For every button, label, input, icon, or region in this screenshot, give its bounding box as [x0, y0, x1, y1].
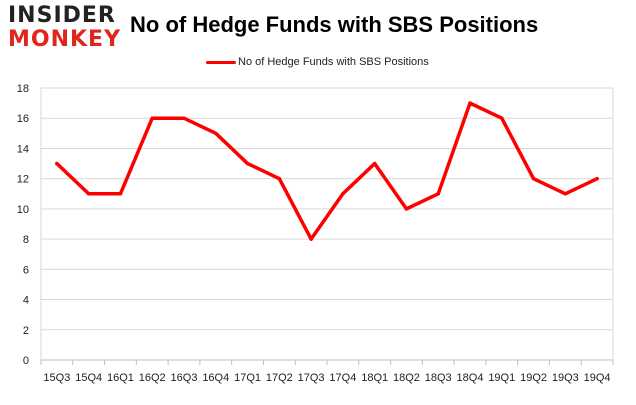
- x-tick-label: 18Q1: [361, 372, 388, 384]
- data-point: [277, 176, 282, 181]
- x-tick-label: 17Q2: [266, 372, 293, 384]
- x-tick-label: 18Q2: [393, 372, 420, 384]
- data-point: [118, 192, 123, 196]
- x-tick-label: 16Q3: [171, 372, 198, 384]
- x-tick-label: 15Q4: [75, 372, 102, 384]
- y-tick-label: 10: [17, 204, 29, 216]
- data-point: [468, 101, 472, 105]
- x-tick-label: 19Q4: [584, 372, 611, 384]
- data-point: [500, 116, 504, 120]
- legend-label: No of Hedge Funds with SBS Positions: [238, 56, 429, 68]
- chart-title: No of Hedge Funds with SBS Positions: [130, 12, 539, 37]
- data-point: [309, 237, 313, 241]
- legend-swatch: [206, 60, 236, 64]
- logo-line-2: MONKEY: [8, 27, 122, 52]
- series-line: [55, 101, 599, 241]
- data-point: [182, 116, 186, 120]
- x-tick-label: 19Q3: [552, 372, 579, 384]
- data-point: [150, 116, 154, 120]
- y-tick-label: 16: [17, 113, 29, 125]
- x-tick-label: 19Q1: [488, 372, 515, 384]
- y-tick-label: 8: [23, 234, 29, 246]
- y-tick-label: 6: [23, 264, 29, 276]
- data-point: [214, 131, 218, 136]
- data-point: [531, 176, 536, 181]
- data-point: [595, 176, 599, 181]
- chart-legend: No of Hedge Funds with SBS Positions: [206, 54, 429, 70]
- data-point: [563, 192, 568, 196]
- data-point: [436, 192, 440, 196]
- x-tick-label: 15Q3: [43, 372, 70, 384]
- x-tick-label: 17Q3: [298, 372, 325, 384]
- data-point: [372, 161, 377, 166]
- logo-line-1: INSIDER: [8, 3, 116, 28]
- y-tick-label: 18: [17, 83, 29, 95]
- data-point: [404, 207, 409, 211]
- plot-frame: [40, 87, 614, 361]
- y-tick-label: 2: [23, 325, 29, 337]
- x-tick-label: 17Q1: [234, 372, 261, 384]
- y-tick-label: 12: [17, 174, 29, 186]
- y-tick-label: 0: [23, 355, 29, 367]
- x-tick-label: 16Q1: [107, 372, 134, 384]
- insider-monkey-logo: INSIDER MONKEY: [8, 4, 128, 54]
- x-tick-label: 16Q4: [202, 372, 229, 384]
- x-tick-label: 18Q4: [457, 372, 484, 384]
- x-tick-label: 19Q2: [520, 372, 547, 384]
- y-tick-label: 4: [23, 295, 29, 307]
- y-tick-label: 14: [17, 143, 29, 155]
- x-tick-label: 17Q4: [329, 372, 356, 384]
- x-tick-label: 18Q3: [425, 372, 452, 384]
- data-point: [86, 192, 91, 196]
- data-point: [55, 161, 59, 166]
- x-tick-label: 16Q2: [139, 372, 166, 384]
- data-point: [245, 161, 250, 166]
- data-point: [341, 192, 345, 196]
